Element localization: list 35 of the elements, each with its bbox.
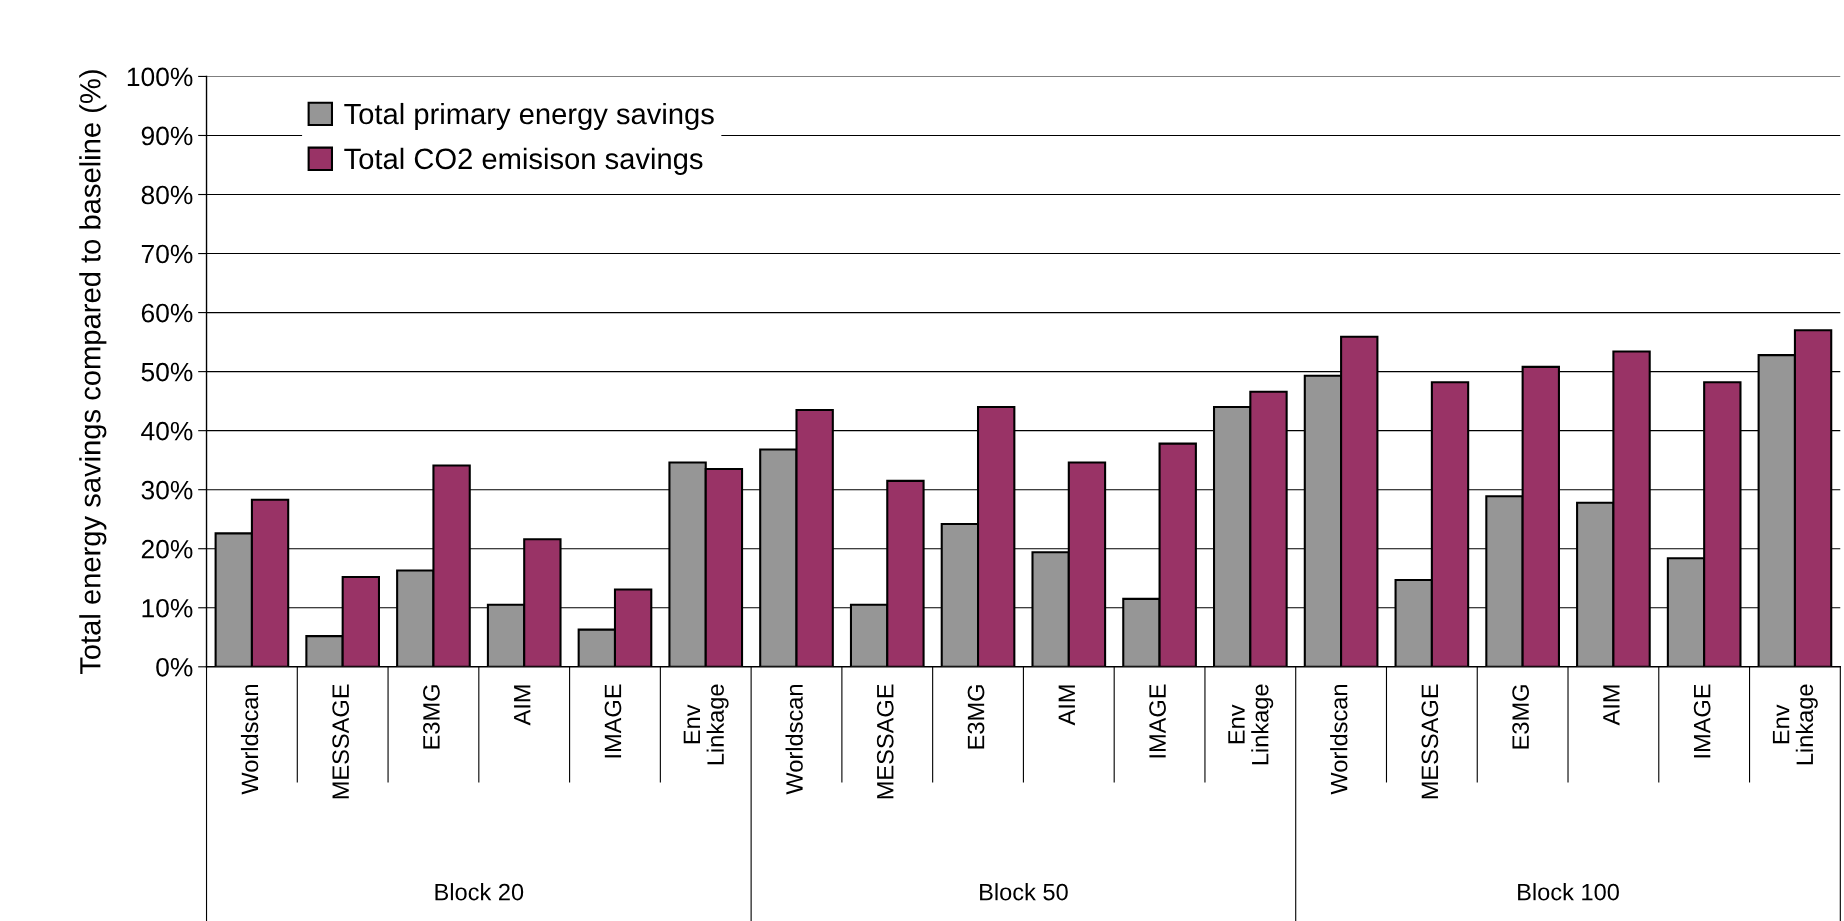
y-tick-label: 30% bbox=[141, 480, 193, 500]
legend-label: Total primary energy savings bbox=[344, 102, 714, 131]
legend-label: Total CO2 emisison savings bbox=[344, 147, 703, 175]
x-tick-label: AIM bbox=[1058, 685, 1075, 726]
text: Block 100 bbox=[1518, 883, 1619, 901]
x-tick-label: Env Linkage bbox=[1228, 684, 1274, 765]
x-tick-label: MESSAGE bbox=[1421, 684, 1439, 799]
x-tick-label: E3MG bbox=[1512, 685, 1529, 749]
x-tick-label: IMAGE bbox=[1149, 684, 1166, 758]
x-tick-label: Worldscan bbox=[1330, 685, 1348, 795]
x-tick-label: IMAGE bbox=[1693, 684, 1711, 758]
y-tick-label: 100% bbox=[127, 67, 193, 87]
x-tick-label: MESSAGE bbox=[876, 684, 894, 799]
x-tick-label: AIM bbox=[514, 685, 531, 726]
x-tick-label: E3MG bbox=[423, 685, 440, 749]
x-tick-label: E3MG bbox=[967, 685, 985, 749]
x-tick-label: Worldscan bbox=[240, 685, 259, 795]
x-tick-label: Worldscan bbox=[785, 685, 803, 795]
y-tick-label: 20% bbox=[141, 539, 193, 559]
x-tick-label: IMAGE bbox=[604, 684, 622, 758]
y-tick-label: 50% bbox=[141, 362, 193, 382]
y-tick-label: 0% bbox=[156, 657, 193, 677]
x-tick-label: Env Linkage bbox=[1772, 684, 1818, 765]
y-tick-label: 10% bbox=[142, 598, 193, 618]
y-tick-label: 70% bbox=[141, 244, 193, 264]
y-axis-title: Total energy savings compared to baseline (%) bbox=[79, 70, 107, 675]
y-tick-label: 60% bbox=[141, 303, 193, 323]
y-tick-label: 40% bbox=[141, 421, 193, 441]
x-tick-label: AIM bbox=[1603, 685, 1620, 726]
x-tick-label: Env Linkage bbox=[683, 684, 729, 765]
text: Block 50 bbox=[980, 883, 1068, 901]
x-tick-label: MESSAGE bbox=[332, 684, 350, 799]
y-tick-label: 90% bbox=[141, 126, 193, 146]
text: Block 20 bbox=[435, 883, 524, 901]
y-tick-label: 80% bbox=[141, 185, 193, 205]
